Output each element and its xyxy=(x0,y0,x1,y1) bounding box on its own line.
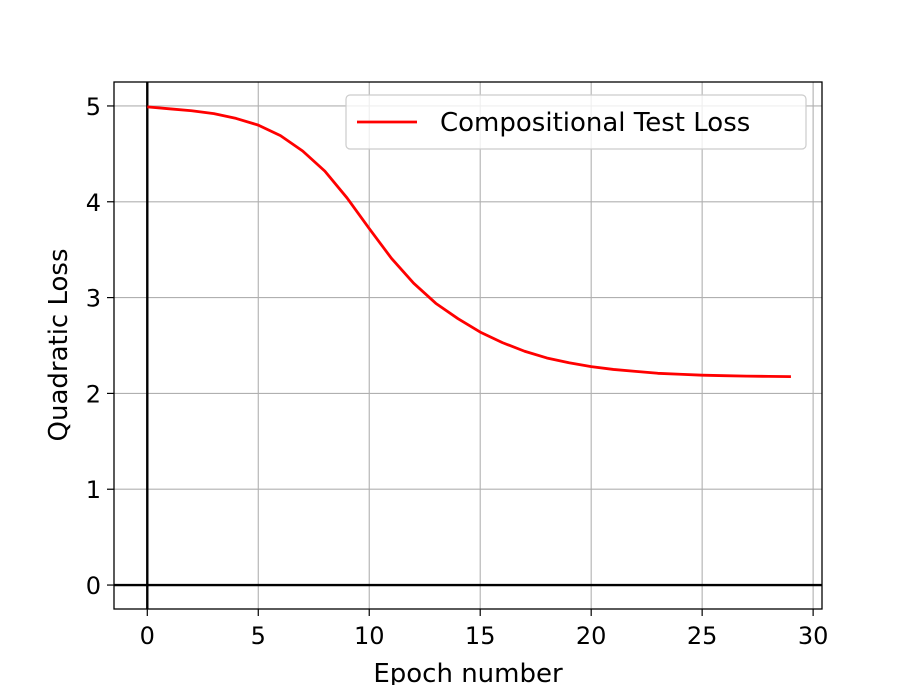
y-tick-label: 1 xyxy=(86,476,101,504)
y-tick-label: 3 xyxy=(86,285,101,313)
y-tick-label: 2 xyxy=(86,380,101,408)
x-tick-label: 15 xyxy=(465,622,496,650)
x-tick-label: 30 xyxy=(798,622,829,650)
y-tick-label: 5 xyxy=(86,93,101,121)
reference-lines xyxy=(114,82,822,609)
x-tick-label: 5 xyxy=(251,622,266,650)
legend-label: Compositional Test Loss xyxy=(440,108,750,138)
plot-frame xyxy=(113,81,823,610)
legend: Compositional Test Loss xyxy=(345,94,807,150)
axis-ticks xyxy=(107,105,814,616)
y-tick-label: 0 xyxy=(86,572,101,600)
series-line-0 xyxy=(147,105,791,379)
tick-labels: 0 5 10 15 20 25 30 0 1 2 3 4 5 xyxy=(86,93,829,650)
legend-box xyxy=(345,94,807,150)
y-tick-label: 4 xyxy=(86,189,101,217)
x-tick-label: 0 xyxy=(140,622,155,650)
y-axis-label: Quadratic Loss xyxy=(44,248,74,441)
x-tick-label: 20 xyxy=(576,622,607,650)
x-tick-label: 10 xyxy=(354,622,385,650)
series-layer xyxy=(147,105,791,379)
x-axis-label: Epoch number xyxy=(373,659,563,685)
grid-lines xyxy=(114,82,822,609)
x-tick-label: 25 xyxy=(687,622,718,650)
